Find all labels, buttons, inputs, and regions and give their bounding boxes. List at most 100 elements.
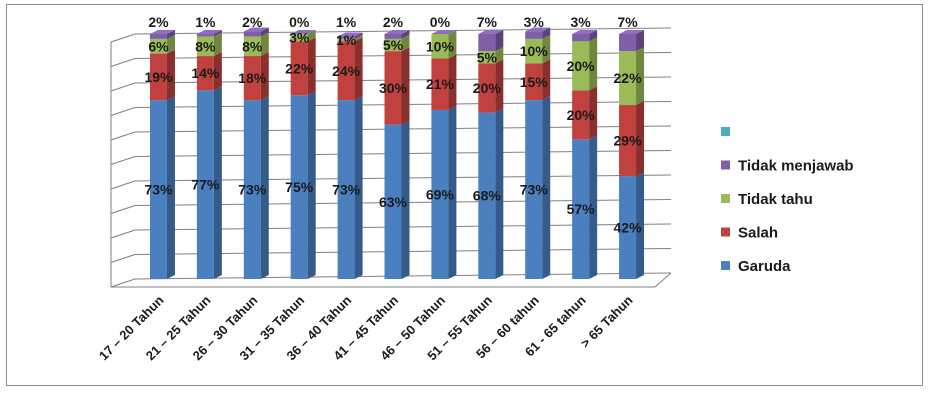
data-label: 1%	[336, 14, 357, 30]
bar-segment	[478, 51, 496, 64]
gridline-side	[110, 254, 136, 263]
data-label: 42%	[614, 220, 643, 236]
bar-segment-side	[636, 47, 645, 106]
data-label: 1%	[336, 32, 357, 48]
data-label: 73%	[144, 182, 173, 198]
bar-segment-side	[589, 135, 598, 279]
bar-segment-side	[213, 30, 222, 37]
bar-segment-side	[542, 34, 551, 64]
bar-segment	[619, 176, 637, 279]
legend-swatch	[721, 127, 730, 136]
data-label: 8%	[195, 38, 216, 54]
data-label: 5%	[383, 37, 404, 53]
bar-segment	[572, 41, 590, 91]
data-label: 57%	[567, 201, 596, 217]
data-label: 75%	[285, 179, 314, 195]
bar-top	[572, 30, 598, 34]
bar-segment	[196, 56, 214, 91]
bar-segment	[149, 100, 167, 280]
bar-segment	[619, 105, 637, 177]
bar-top	[243, 27, 269, 32]
bar-segment	[619, 34, 637, 52]
data-label: 6%	[148, 38, 169, 54]
data-label: 14%	[191, 65, 220, 81]
data-label: 7%	[477, 14, 498, 30]
bar-segment	[290, 34, 308, 42]
bar-segment-side	[213, 52, 222, 91]
bar-segment	[196, 34, 214, 37]
gridline-side	[110, 229, 136, 239]
data-label: 63%	[379, 194, 408, 210]
bar-segment-side	[448, 30, 457, 59]
gridline-side	[110, 278, 136, 288]
bar-segment	[243, 56, 261, 101]
data-label: 10%	[520, 43, 549, 59]
bar-segment-side	[213, 86, 222, 279]
legend-label: Tidak tahu	[738, 191, 813, 208]
bar-segment-side	[260, 52, 269, 101]
data-label: 2%	[242, 14, 263, 30]
data-label: 1%	[195, 14, 216, 30]
bar-segment	[337, 38, 355, 42]
data-label: 0%	[289, 14, 310, 30]
bar-segment	[431, 58, 449, 110]
data-label: 20%	[567, 107, 596, 123]
legend-label: Tidak menjawab	[738, 158, 854, 175]
bar-segment	[431, 34, 449, 59]
bar-segment-side	[542, 27, 551, 39]
bar-top	[337, 32, 363, 37]
data-label: 10%	[426, 38, 455, 54]
bar-segment	[243, 31, 261, 37]
gridline-side	[110, 131, 136, 141]
data-label: 3%	[524, 14, 545, 30]
gridline-side	[110, 180, 136, 190]
bar-segment-side	[589, 86, 598, 140]
data-label: 73%	[520, 182, 549, 198]
bar-segment-side	[354, 34, 363, 42]
bar-top	[525, 27, 551, 32]
bar-segment	[525, 100, 543, 280]
bar-segment	[384, 124, 402, 280]
bar-segment	[243, 100, 261, 280]
bar-segment-side	[636, 172, 645, 279]
data-label: 19%	[144, 69, 173, 85]
gridline-side	[110, 205, 136, 214]
bar-segment	[572, 90, 590, 140]
bar-segment-side	[401, 30, 410, 39]
legend-swatch	[721, 160, 730, 170]
bar-segment	[243, 36, 261, 57]
bar-top	[431, 30, 457, 34]
data-label: 22%	[285, 60, 314, 76]
bar-segment	[431, 109, 449, 279]
bar-segment-side	[307, 91, 316, 279]
gridline-side	[110, 33, 136, 43]
bar-segment	[196, 90, 214, 279]
bar-segment-side	[589, 30, 598, 42]
data-label: 3%	[571, 14, 592, 30]
bar-top	[478, 30, 504, 34]
data-label: 8%	[242, 38, 263, 54]
data-label: 68%	[473, 188, 502, 204]
bar-segment-side	[636, 101, 645, 177]
bar-segment	[525, 63, 543, 101]
bar-segment	[337, 100, 355, 280]
gridline-side	[110, 82, 136, 92]
bar-segment	[572, 34, 590, 42]
bar-segment-side	[260, 96, 269, 280]
data-label: 29%	[614, 133, 643, 149]
bar-segment	[149, 34, 167, 39]
bar-segment	[525, 31, 543, 39]
bar-segment-side	[166, 30, 175, 39]
bar-segment-side	[260, 27, 269, 37]
bar-segment	[619, 51, 637, 106]
data-label: 69%	[426, 186, 455, 202]
bar-segment-side	[166, 34, 175, 54]
data-label: 20%	[473, 80, 502, 96]
bar-segment-side	[542, 96, 551, 280]
data-label: 20%	[567, 58, 596, 74]
bar-segment-side	[636, 30, 645, 52]
data-label: 73%	[332, 182, 361, 198]
bar-segment-side	[260, 32, 269, 57]
data-label: 7%	[617, 14, 638, 30]
